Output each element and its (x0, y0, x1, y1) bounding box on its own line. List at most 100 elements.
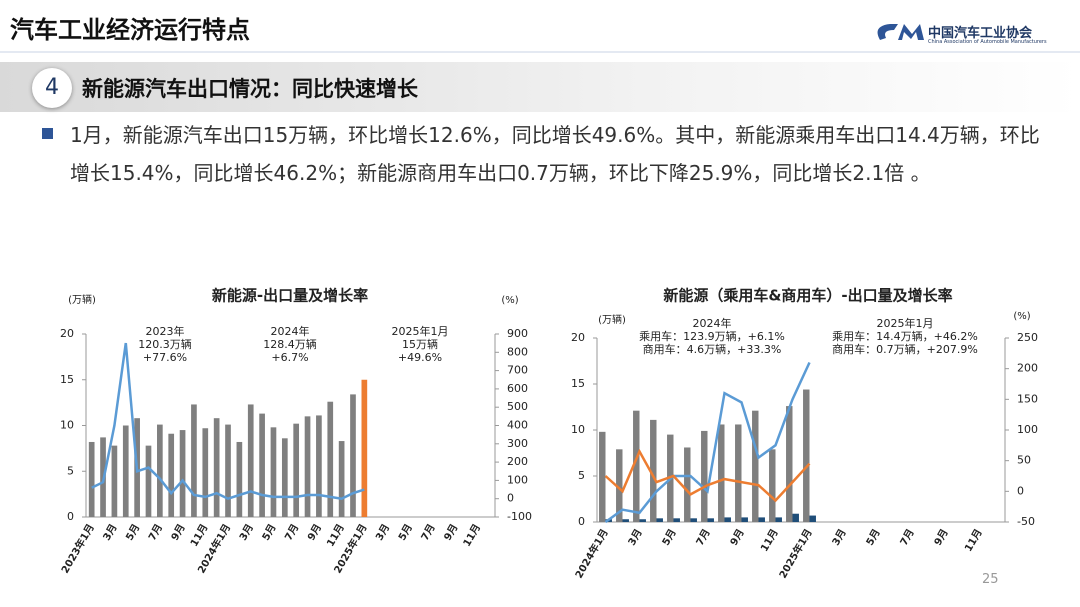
bar (168, 433, 175, 517)
x-tick-label: 7月 (898, 527, 917, 548)
x-tick-label: 5月 (123, 522, 142, 543)
line-series (604, 361, 811, 524)
annotation: 2023年 (146, 324, 185, 338)
bar (633, 410, 640, 522)
bar (735, 424, 742, 522)
y-tick-label: 10 (571, 423, 585, 436)
annotation: 2025年1月 (877, 316, 934, 330)
x-tick-label: 11月 (962, 527, 984, 554)
annotation: +6.7% (271, 351, 308, 364)
bar (316, 415, 322, 517)
annotation: 2024年 (693, 316, 732, 330)
bar (327, 401, 334, 517)
y2-axis-label: (%) (501, 295, 518, 306)
y2-tick-label: 100 (507, 473, 528, 486)
bar (350, 394, 356, 517)
bar (718, 424, 725, 522)
y-tick-label: 15 (571, 377, 585, 390)
logo (877, 24, 924, 40)
x-tick-label: 3月 (237, 522, 256, 543)
bar (724, 517, 731, 522)
header-title: 汽车工业经济运行特点 (10, 16, 250, 44)
x-tick-label: 5月 (660, 527, 679, 548)
bar (684, 447, 691, 522)
x-tick-label: 2023年1月 (58, 522, 97, 576)
bar (88, 441, 95, 517)
bar (786, 406, 793, 522)
bar (758, 517, 765, 522)
x-tick-label: 9月 (442, 522, 461, 543)
annotation: 2025年1月 (392, 324, 449, 338)
annotation: 乘用车：14.4万辆，+46.2% (832, 329, 978, 343)
bar (259, 413, 265, 517)
bullet-text: 1月，新能源汽车出口15万辆，环比增长12.6%，同比增长49.6%。其中，新能… (70, 123, 1040, 185)
bar (701, 430, 708, 522)
x-tick-label: 11月 (188, 522, 210, 549)
x-tick-label: 3月 (626, 527, 645, 548)
x-tick-label: 7月 (283, 522, 302, 543)
bar (752, 410, 759, 522)
bar (293, 423, 300, 517)
y2-tick-label: -50 (1017, 515, 1035, 528)
page-number: 25 (982, 572, 999, 587)
section-number: 4 (32, 68, 72, 108)
x-tick-label: 9月 (305, 522, 324, 543)
bar (213, 418, 220, 517)
chart-title: 新能源（乘用车&商用车）-出口量及增长率 (663, 287, 952, 305)
y2-axis-label: (%) (1013, 311, 1030, 322)
line-series (91, 342, 365, 501)
annotation: 15万辆 (402, 337, 438, 351)
y2-tick-label: 300 (507, 437, 528, 450)
bar (707, 518, 714, 522)
x-tick-label: 3月 (101, 522, 120, 543)
annotation: 商用车：4.6万辆，+33.3% (643, 342, 782, 356)
y2-tick-label: 600 (507, 382, 528, 395)
bar (809, 515, 816, 522)
y-tick-label: 10 (60, 419, 74, 432)
bar (111, 445, 118, 517)
bar (281, 438, 288, 517)
y2-tick-label: 700 (507, 364, 528, 377)
annotation: 120.3万辆 (138, 337, 192, 351)
x-tick-label: 11月 (324, 522, 346, 549)
y-axis-label: (万辆) (68, 293, 96, 306)
chart-title: 新能源-出口量及增长率 (212, 287, 368, 305)
annotation: +49.6% (398, 351, 442, 364)
y2-tick-label: 250 (1017, 331, 1038, 344)
y2-tick-label: 900 (507, 327, 528, 340)
bar (191, 404, 197, 517)
bar (179, 430, 186, 517)
bar (157, 424, 163, 517)
bar (145, 445, 152, 517)
x-tick-label: 9月 (169, 522, 188, 543)
bar (361, 379, 368, 517)
x-tick-label: 3月 (830, 527, 849, 548)
y2-tick-label: 50 (1017, 454, 1031, 467)
bar (616, 449, 623, 522)
bar (622, 519, 629, 522)
bar (769, 449, 776, 522)
y2-tick-label: 150 (1017, 392, 1038, 405)
bar (247, 404, 254, 517)
y2-tick-label: 200 (1017, 362, 1038, 375)
bar (803, 389, 810, 522)
annotation: 商用车：0.7万辆，+207.9% (832, 342, 978, 356)
bar (304, 416, 311, 517)
y-tick-label: 15 (60, 373, 74, 386)
x-tick-label: 5月 (260, 522, 279, 543)
bar (270, 427, 277, 517)
x-tick-label: 9月 (932, 527, 951, 548)
y-tick-label: 0 (67, 510, 74, 523)
y2-tick-label: -100 (507, 510, 532, 523)
annotation: 2024年 (271, 324, 310, 338)
y-tick-label: 20 (60, 327, 74, 340)
y2-tick-label: 500 (507, 400, 528, 413)
bar (650, 419, 657, 522)
y2-tick-label: 800 (507, 345, 528, 358)
y-tick-label: 20 (571, 331, 585, 344)
x-tick-label: 7月 (419, 522, 438, 543)
annotation: 乘用车：123.9万辆，+6.1% (639, 329, 785, 343)
bar (338, 441, 345, 517)
y2-tick-label: 0 (507, 492, 514, 505)
